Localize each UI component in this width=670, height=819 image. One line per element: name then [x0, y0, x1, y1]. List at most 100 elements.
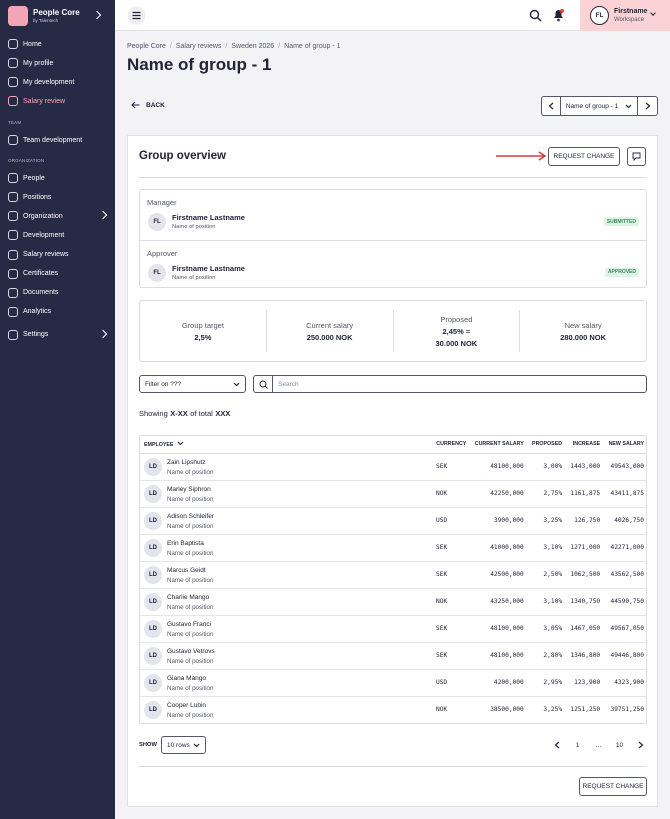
- nav-label: Certificates: [23, 270, 59, 278]
- user-name: Firstname: [614, 8, 648, 15]
- prev-group[interactable]: [542, 97, 561, 115]
- page-number[interactable]: 10: [615, 741, 624, 749]
- nav-item[interactable]: Certificates: [0, 266, 115, 282]
- request-change-button[interactable]: REQUEST CHANGE: [579, 777, 647, 796]
- table-row: LD Zain Lipshutz Name of position SEK 48100,…: [140, 453, 646, 481]
- column-header: INCREASE: [566, 436, 605, 454]
- person-name: Firstname Lastname: [172, 213, 245, 222]
- nav-item[interactable]: Home: [0, 36, 115, 52]
- brand-sub: by Talentech: [33, 18, 59, 23]
- page-number[interactable]: ...: [595, 741, 602, 749]
- avatar: LD: [144, 592, 162, 611]
- people-box: Manager FL Firstname Lastname Name of posit…: [139, 189, 647, 288]
- employee-name: Adison Schleifer: [167, 512, 214, 520]
- search-placeholder: Search: [278, 381, 299, 388]
- group-selector: Name of group - 1: [541, 96, 658, 116]
- notification-icon[interactable]: [552, 8, 565, 22]
- comment-button[interactable]: [627, 147, 646, 166]
- group-dropdown[interactable]: Name of group - 1: [561, 97, 639, 115]
- nav-item[interactable]: Analytics: [0, 304, 115, 320]
- nav-item[interactable]: Salary reviews: [0, 247, 115, 263]
- person-block: Manager FL Firstname Lastname Name of posit…: [140, 190, 646, 240]
- employee-cell: LD Marcus Geidt Name of position: [140, 561, 432, 589]
- column-header: CURRENCY: [432, 436, 471, 454]
- table-row: LD Marcus Geidt Name of position SEK 42500,0…: [140, 561, 646, 589]
- prev-page[interactable]: [546, 741, 567, 749]
- cell: 44590,750: [604, 588, 646, 616]
- table-row: LD Adison Schleifer Name of position USD 390…: [140, 507, 646, 535]
- employee-name: Zain Lipshutz: [167, 458, 206, 466]
- menu-button[interactable]: [127, 6, 146, 25]
- cell: SEK: [432, 453, 471, 481]
- employee: LD Marcus Geidt Name of position: [144, 562, 428, 588]
- sidebar: People Core by Talentech Home My profile M…: [0, 0, 115, 819]
- profile-menu[interactable]: FL Firstname Workspace: [580, 0, 670, 31]
- showing-text: Showing X-XX of total XXX: [139, 409, 230, 418]
- employee: LD Gustavo Franci Name of position: [144, 616, 428, 642]
- employee-cell: LD Gustavo Franci Name of position: [140, 615, 432, 643]
- person-position: Name of position: [172, 224, 216, 230]
- stat: Group target 2,5%: [140, 310, 266, 352]
- showing-part: X-XX: [170, 409, 188, 418]
- breadcrumb-separator: /: [169, 43, 172, 50]
- nav-label: My profile: [23, 59, 54, 67]
- nav-icon: [8, 249, 18, 260]
- divider: [139, 177, 647, 178]
- breadcrumb-item[interactable]: Sweden 2026: [231, 43, 275, 50]
- stat-label: Current salary: [306, 320, 354, 330]
- sort-icon[interactable]: [177, 441, 184, 446]
- avatar: LD: [144, 538, 162, 557]
- nav-item[interactable]: Organization: [0, 208, 115, 224]
- nav-item[interactable]: Positions: [0, 189, 115, 205]
- arrow-annotation: [496, 151, 547, 161]
- filter-select[interactable]: Filter on ???: [139, 375, 246, 393]
- nav-icon: [8, 287, 18, 298]
- avatar: LD: [144, 565, 162, 584]
- next-group[interactable]: [638, 97, 657, 115]
- search-box[interactable]: Search: [253, 375, 647, 393]
- showing-part: XXX: [215, 409, 231, 418]
- nav-label: Salary reviews: [23, 251, 69, 258]
- nav-item[interactable]: Team development: [0, 132, 115, 148]
- cell: 4323,900: [604, 669, 646, 697]
- nav-item[interactable]: People: [0, 170, 115, 186]
- nav-label: Analytics: [23, 308, 52, 316]
- table-row: LD Gustavo Vetrovs Name of position SEK 4810…: [140, 642, 646, 670]
- nav-item[interactable]: My development: [0, 74, 115, 90]
- column-header: NEW SALARY: [604, 436, 646, 454]
- column-header[interactable]: EMPLOYEE: [140, 436, 432, 454]
- role-label: Approver: [147, 248, 178, 258]
- nav-item[interactable]: Salary review: [0, 93, 115, 109]
- next-page[interactable]: [630, 741, 651, 749]
- nav-label: Organization: [23, 212, 63, 220]
- employee: LD Zain Lipshutz Name of position: [144, 454, 428, 480]
- cell: 39751,250: [604, 696, 646, 723]
- request-change-button[interactable]: REQUEST CHANGE: [548, 147, 620, 166]
- nav-item[interactable]: My profile: [0, 55, 115, 71]
- page-title: Name of group - 1: [127, 55, 272, 74]
- breadcrumb-item[interactable]: People Core: [127, 43, 166, 50]
- nav-icon: [8, 268, 18, 279]
- cell: 38500,000: [470, 696, 528, 723]
- column-header: PROPOSED: [527, 436, 567, 454]
- employee-cell: LD Gustavo Vetrovs Name of position: [140, 642, 432, 670]
- collapse-icon[interactable]: [92, 10, 102, 20]
- employee-name: Giana Mango: [167, 674, 207, 682]
- nav-item[interactable]: Documents: [0, 285, 115, 301]
- avatar: LD: [144, 457, 162, 476]
- logo[interactable]: [8, 6, 28, 26]
- page-number[interactable]: 1: [575, 741, 580, 749]
- avatar: LD: [144, 484, 162, 503]
- employee-position: Name of position: [167, 468, 214, 476]
- back-button[interactable]: BACK: [131, 101, 165, 109]
- employee-name: Charlie Mango: [167, 593, 210, 601]
- search-icon[interactable]: [529, 9, 542, 22]
- stats-box: Group target 2,5% Current salary 250.000 NO…: [139, 300, 647, 362]
- nav-item[interactable]: Development: [0, 227, 115, 243]
- nav-icon: [8, 96, 18, 106]
- rows-select[interactable]: 10 rows: [161, 736, 206, 754]
- breadcrumb-item[interactable]: Salary reviews: [175, 43, 222, 50]
- nav-item[interactable]: Settings: [0, 327, 115, 343]
- employee-name: Gustavo Franci: [167, 620, 212, 628]
- cell: 3,00%: [527, 453, 567, 481]
